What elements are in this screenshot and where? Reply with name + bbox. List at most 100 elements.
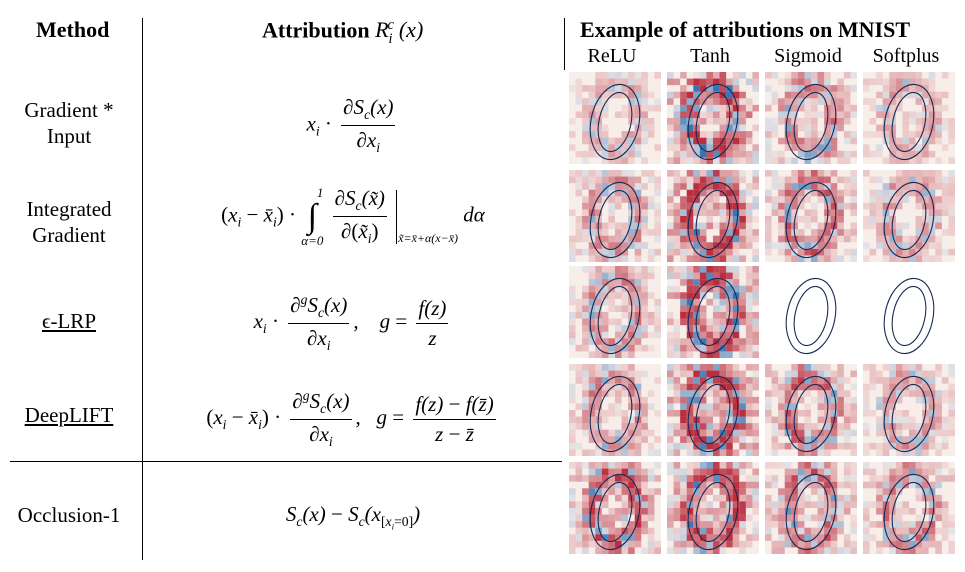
- heatmap-pixel: [615, 534, 622, 541]
- heatmap-svg: [863, 266, 955, 358]
- heatmap-pixel: [876, 229, 883, 236]
- heatmap-pixel: [824, 390, 831, 397]
- heatmap-pixel: [699, 403, 707, 410]
- heatmap-pixel: [706, 370, 713, 378]
- heatmap-pixel: [732, 131, 740, 138]
- heatmap-pixel: [817, 481, 825, 489]
- heatmap-pixel: [621, 305, 629, 312]
- digit-contour: [793, 189, 829, 251]
- heatmap-pixel: [667, 266, 674, 273]
- heatmap-pixel: [647, 292, 655, 299]
- heatmap-pixel: [739, 229, 746, 236]
- heatmap-pixel: [719, 449, 727, 456]
- heatmap-pixel: [667, 377, 674, 384]
- heatmap-pixel: [922, 255, 929, 262]
- heatmap-pixel: [863, 222, 870, 230]
- heatmap-pixel: [608, 377, 615, 384]
- heatmap-pixel: [699, 468, 707, 476]
- heatmap-pixel: [634, 72, 642, 79]
- heatmap-pixel: [582, 85, 589, 92]
- heatmap-pixel: [771, 442, 779, 450]
- heatmap-pixel: [595, 170, 602, 177]
- heatmap-pixel: [804, 390, 811, 397]
- digit-contour: [793, 91, 829, 153]
- heatmap-pixel: [850, 229, 857, 236]
- heatmap-pixel: [824, 416, 831, 424]
- heatmap-pixel: [686, 383, 694, 391]
- heatmap-pixel: [843, 429, 851, 437]
- heatmap-pixel: [595, 547, 602, 554]
- heatmap-pixel: [641, 508, 648, 515]
- heatmap-pixel: [608, 468, 615, 476]
- heatmap-pixel: [595, 370, 602, 378]
- heatmap-pixel: [902, 442, 909, 450]
- heatmap-pixel: [837, 229, 844, 236]
- heatmap-pixel: [615, 85, 622, 92]
- heatmap-pixel: [843, 131, 851, 138]
- heatmap-pixel: [732, 527, 740, 535]
- heatmap-pixel: [601, 196, 609, 203]
- heatmap-pixel: [680, 202, 687, 210]
- heatmap-pixel: [915, 255, 923, 262]
- heatmap-pixel: [784, 488, 792, 495]
- heatmap-pixel: [895, 176, 903, 184]
- heatmap-pixel: [765, 150, 772, 158]
- heatmap-pixel: [928, 235, 936, 243]
- heatmap-pixel: [817, 403, 825, 410]
- method-label: Occlusion-1: [17, 503, 121, 527]
- heatmap-pixel: [752, 248, 759, 256]
- heatmap-pixel: [615, 383, 622, 391]
- heatmap-pixel: [941, 104, 949, 112]
- heatmap-pixel: [686, 85, 694, 92]
- heatmap-pixel: [693, 377, 700, 384]
- heatmap-pixel: [621, 410, 629, 417]
- heatmap-pixel: [745, 242, 753, 249]
- heatmap-pixel: [634, 111, 642, 118]
- heatmap-pixel: [909, 144, 916, 151]
- heatmap-pixel: [699, 272, 707, 280]
- heatmap-pixel: [699, 481, 707, 489]
- heatmap-pixel: [582, 396, 589, 404]
- heatmap-pixel: [582, 202, 589, 210]
- heatmap-pixel: [797, 370, 805, 378]
- heatmap-pixel: [739, 403, 746, 410]
- heatmap-pixel: [948, 222, 955, 230]
- heatmap-pixel: [634, 118, 642, 125]
- heatmap-pixel: [765, 475, 772, 482]
- heatmap-pixel: [771, 202, 779, 210]
- heatmap-pixel: [876, 196, 883, 203]
- heatmap-pixel: [699, 285, 707, 293]
- heatmap-pixel: [615, 331, 622, 339]
- heatmap-pixel: [922, 377, 929, 384]
- heatmap-pixel: [843, 423, 851, 430]
- heatmap-pixel: [752, 312, 759, 319]
- heatmap-pixel: [699, 501, 707, 508]
- heatmap-pixel: [935, 481, 942, 489]
- heatmap-pixel: [582, 377, 589, 384]
- heatmap-pixel: [726, 423, 733, 430]
- heatmap-pixel: [811, 255, 818, 262]
- heatmap-pixel: [824, 176, 831, 184]
- heatmap-pixel: [608, 78, 615, 86]
- heatmap-pixel: [608, 305, 615, 312]
- heatmap-pixel: [641, 157, 648, 164]
- heatmap-pixel: [732, 312, 740, 319]
- heatmap-pixel: [582, 266, 589, 273]
- heatmap-pixel: [797, 521, 805, 528]
- heatmap-pixel: [797, 462, 805, 469]
- heatmap-pixel: [739, 235, 746, 243]
- heatmap-pixel: [726, 429, 733, 437]
- heatmap-pixel: [680, 255, 687, 262]
- heatmap-pixel: [582, 331, 589, 339]
- heatmap-pixel: [686, 423, 694, 430]
- heatmap-pixel: [634, 494, 642, 502]
- heatmap-svg: [667, 364, 759, 456]
- heatmap-pixel: [582, 235, 589, 243]
- heatmap-pixel: [582, 462, 589, 469]
- heatmap-pixel: [608, 344, 615, 352]
- heatmap-pixel: [693, 91, 700, 99]
- heatmap-pixel: [817, 534, 825, 541]
- heatmap-pixel: [634, 508, 642, 515]
- heatmap-pixel: [641, 429, 648, 437]
- heatmap-pixel: [948, 183, 955, 190]
